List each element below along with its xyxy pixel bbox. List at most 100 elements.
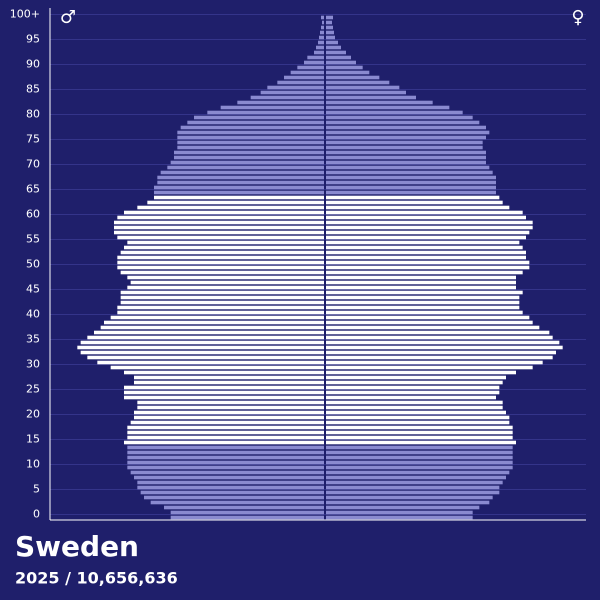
bar [110, 365, 325, 370]
bar [194, 115, 324, 120]
bar [120, 295, 325, 300]
bar [326, 205, 510, 210]
bar [326, 260, 530, 265]
y-tick-label: 65 [26, 183, 40, 196]
bar [297, 65, 324, 70]
bar [117, 235, 324, 240]
bar [326, 80, 390, 85]
bar [326, 380, 503, 385]
bar [326, 465, 513, 470]
bar [237, 100, 324, 105]
bar [322, 20, 324, 25]
bar [137, 205, 324, 210]
bar [130, 280, 324, 285]
bar [326, 255, 526, 260]
bar [326, 400, 503, 405]
y-tick-label: 15 [26, 433, 40, 446]
bar [326, 75, 380, 80]
bar [170, 515, 324, 520]
y-tick-label: 45 [26, 283, 40, 296]
bar [120, 270, 325, 275]
y-tick-label: 10 [26, 458, 40, 471]
bar [321, 15, 324, 20]
bar [326, 370, 516, 375]
y-tick-label: 50 [26, 258, 40, 271]
bar [304, 60, 324, 65]
bar [326, 65, 363, 70]
bar [94, 330, 324, 335]
bar [326, 85, 400, 90]
bar [326, 475, 506, 480]
bar [127, 435, 324, 440]
bar [326, 360, 543, 365]
bar [267, 85, 324, 90]
bar [124, 370, 324, 375]
bar [124, 385, 324, 390]
bar [167, 165, 324, 170]
bar [314, 50, 324, 55]
bar [326, 225, 533, 230]
bar [326, 480, 503, 485]
bar [326, 420, 510, 425]
bar [130, 470, 324, 475]
bar [134, 375, 324, 380]
y-tick-label: 55 [26, 233, 40, 246]
bar [277, 80, 324, 85]
bar [127, 430, 324, 435]
bar [326, 485, 500, 490]
y-tick-label: 0 [33, 508, 40, 521]
bar [326, 135, 486, 140]
bar [326, 185, 496, 190]
bar [326, 220, 533, 225]
bar [326, 95, 416, 100]
bar [326, 140, 483, 145]
y-tick-label: 35 [26, 333, 40, 346]
bar [120, 250, 325, 255]
bar [110, 315, 325, 320]
bar [140, 490, 324, 495]
bar [177, 130, 324, 135]
bar [80, 340, 325, 345]
bar [326, 235, 526, 240]
bar [127, 455, 324, 460]
bar [326, 100, 433, 105]
chart-subtitle: 2025 / 10,656,636 [15, 569, 178, 588]
bar [326, 330, 550, 335]
bar [326, 175, 496, 180]
bar [137, 480, 324, 485]
bar [326, 505, 480, 510]
bar [124, 440, 324, 445]
bar [326, 160, 486, 165]
bar [174, 150, 324, 155]
bar [117, 265, 324, 270]
bar [127, 445, 324, 450]
bar [326, 490, 500, 495]
bar [127, 450, 324, 455]
bar [326, 440, 516, 445]
bar [160, 170, 324, 175]
bar [326, 410, 506, 415]
bar [97, 360, 324, 365]
bar [326, 415, 510, 420]
bar [117, 255, 324, 260]
bar [87, 355, 324, 360]
y-tick-label: 80 [26, 108, 40, 121]
bar [326, 270, 523, 275]
legend-male: ♂ [60, 7, 76, 28]
bar [134, 415, 324, 420]
bar [127, 285, 324, 290]
bar [120, 300, 325, 305]
bar [117, 260, 324, 265]
y-tick-label: 90 [26, 58, 40, 71]
bar [87, 335, 324, 340]
bar [326, 510, 473, 515]
bar [326, 245, 523, 250]
bar [170, 160, 324, 165]
bar [326, 375, 506, 380]
bar [326, 20, 332, 25]
y-tick-label: 30 [26, 358, 40, 371]
y-tick-label: 60 [26, 208, 40, 221]
bar [316, 45, 324, 50]
